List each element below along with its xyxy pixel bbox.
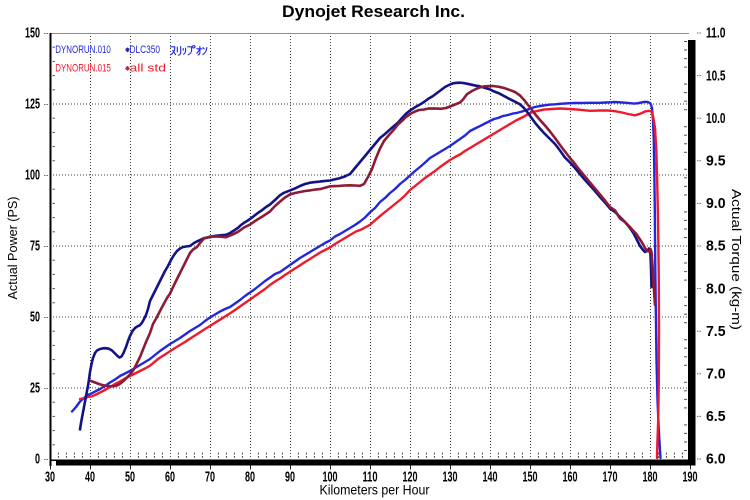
svg-text:160: 160 <box>563 470 578 486</box>
svg-text:60: 60 <box>165 470 175 486</box>
svg-text:9.0: 9.0 <box>706 196 726 212</box>
svg-text:170: 170 <box>603 470 618 486</box>
svg-text:10.5: 10.5 <box>706 68 726 84</box>
svg-text:25: 25 <box>30 381 40 397</box>
svg-text:30: 30 <box>45 470 55 486</box>
svg-text:150: 150 <box>25 26 40 42</box>
svg-text:6.0: 6.0 <box>706 452 726 468</box>
svg-text:130: 130 <box>443 470 458 486</box>
svg-text:50: 50 <box>125 470 135 486</box>
svg-text:125: 125 <box>25 97 40 113</box>
svg-text:150: 150 <box>523 470 538 486</box>
svg-text:180: 180 <box>643 470 658 486</box>
svg-text:40: 40 <box>85 470 95 486</box>
svg-text:190: 190 <box>683 470 698 486</box>
svg-text:7.0: 7.0 <box>706 367 726 383</box>
svg-text:11.0: 11.0 <box>706 26 726 42</box>
svg-text:100: 100 <box>323 470 338 486</box>
svg-text:120: 120 <box>403 470 418 486</box>
svg-text:DYNORUN.010: DYNORUN.010 <box>55 44 111 56</box>
svg-text:10.0: 10.0 <box>706 111 726 127</box>
svg-text:80: 80 <box>245 470 255 486</box>
svg-text:75: 75 <box>30 239 40 255</box>
svg-text:110: 110 <box>363 470 378 486</box>
svg-text:Dynojet Research Inc.: Dynojet Research Inc. <box>282 2 465 21</box>
svg-text:Actual Power (PS): Actual Power (PS) <box>5 197 20 300</box>
svg-text:DLC350: DLC350 <box>130 44 161 56</box>
svg-text:140: 140 <box>483 470 498 486</box>
svg-text:Actual Torque (kg-m): Actual Torque (kg-m) <box>729 189 744 330</box>
svg-text:8.5: 8.5 <box>706 239 726 255</box>
svg-text:6.5: 6.5 <box>706 409 726 425</box>
svg-text:all std: all std <box>130 62 167 74</box>
svg-text:8.0: 8.0 <box>706 281 726 297</box>
svg-text:0: 0 <box>35 452 40 468</box>
svg-text:100: 100 <box>25 168 40 184</box>
svg-text:70: 70 <box>205 470 215 486</box>
svg-text:50: 50 <box>30 310 40 326</box>
svg-text:9.5: 9.5 <box>706 154 726 170</box>
svg-text:Kilometers per Hour: Kilometers per Hour <box>320 482 430 498</box>
svg-text:7.5: 7.5 <box>706 324 726 340</box>
svg-text:DYNORUN.015: DYNORUN.015 <box>55 62 111 74</box>
svg-text:90: 90 <box>285 470 295 486</box>
